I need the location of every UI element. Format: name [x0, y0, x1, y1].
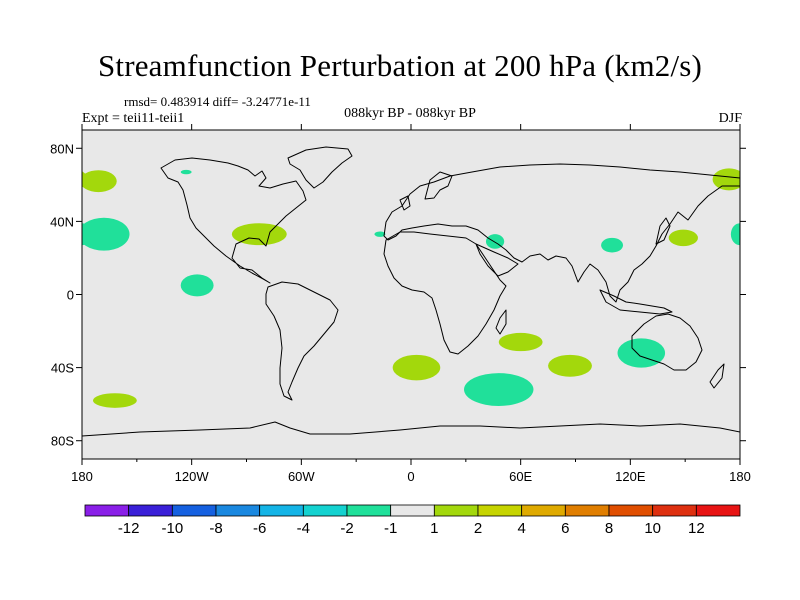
anomaly-patch — [0, 338, 7, 367]
anomaly-patch — [82, 171, 88, 188]
colorbar-swatch — [171, 504, 217, 517]
colorbar-label: 2 — [474, 520, 482, 537]
season-text: DJF — [718, 111, 742, 126]
anomaly-patch — [82, 217, 130, 251]
coast-south-america — [265, 281, 339, 401]
x-tick-label: 60W — [288, 469, 315, 484]
experiment-text: Expt = teii11-teii1 — [82, 111, 185, 126]
colorbar-label: -2 — [340, 520, 353, 537]
x-tick-label: 180 — [729, 469, 751, 484]
colorbar-label: 1 — [430, 520, 438, 537]
anomaly-patch — [617, 338, 666, 368]
colorbar-swatch — [390, 504, 435, 517]
anomaly-patch — [751, 393, 795, 408]
y-tick-label: 40N — [50, 214, 74, 229]
colorbar-label: -12 — [118, 520, 140, 537]
x-tick-label: 60E — [509, 469, 532, 484]
anomaly-patch — [180, 169, 192, 175]
colorbar-swatch — [259, 504, 304, 517]
coast-scandinavia — [424, 171, 453, 200]
anomaly-patch — [464, 373, 534, 406]
coast-british-isles — [399, 195, 411, 211]
anomaly-patch — [736, 225, 740, 243]
colorbar-swatch — [652, 504, 697, 517]
anomaly-patch — [498, 332, 543, 352]
coast-greenland — [287, 146, 353, 189]
coast-australia — [631, 313, 703, 371]
anomaly-patch — [180, 274, 214, 297]
coastlines — [82, 146, 740, 437]
anomaly-patch — [601, 237, 624, 253]
colorbar-swatch — [695, 504, 741, 517]
colorbar-swatch — [215, 504, 261, 517]
x-tick-label: 180 — [71, 469, 93, 484]
colorbar: -12 -10 -8 -6 -4 -2 -1 1 2 4 6 8 10 12 — [84, 504, 741, 537]
colorbar-label: -6 — [253, 520, 266, 537]
colorbar-swatch — [564, 504, 610, 517]
colorbar-swatch — [477, 504, 523, 517]
coast-arabia — [475, 243, 519, 277]
anomaly-patch — [738, 176, 740, 186]
coast-africa — [383, 231, 507, 355]
coast-eurasia — [383, 163, 740, 303]
colorbar-label: -8 — [209, 520, 222, 537]
y-tick-label: 80N — [50, 141, 74, 156]
stats-text: rmsd= 0.483914 diff= -3.24771e-11 — [124, 94, 311, 109]
coast-madagascar — [495, 309, 507, 335]
colorbar-label: -4 — [297, 520, 310, 537]
x-tick-label: 120W — [175, 469, 210, 484]
coast-japan — [655, 217, 671, 245]
y-tick-label: 40S — [51, 361, 74, 376]
y-tick-label: 80S — [51, 434, 74, 449]
colorbar-label: 12 — [688, 520, 705, 537]
colorbar-label: -10 — [161, 520, 183, 537]
colorbar-label: 8 — [605, 520, 613, 537]
colorbar-label: 4 — [517, 520, 525, 537]
anomaly-patch — [668, 229, 698, 247]
anomaly-patch — [374, 231, 386, 237]
colorbar-swatch — [128, 504, 173, 517]
anomaly-patch — [548, 354, 592, 377]
axes: 180 120W 60W 0 60E 120E 180 80N 40N 0 40S 80S — [50, 124, 751, 484]
anomaly-patch — [82, 223, 92, 246]
colorbar-label: -1 — [384, 520, 397, 537]
x-tick-label: 0 — [407, 469, 414, 484]
coast-north-america — [160, 157, 307, 284]
anomaly-patch — [92, 393, 137, 408]
coast-new-zealand — [709, 363, 725, 389]
period-text: 088kyr BP - 088kyr BP — [344, 106, 476, 121]
colorbar-label: 10 — [644, 520, 661, 537]
coast-antarctica — [82, 421, 740, 437]
anomaly-patch — [82, 170, 117, 193]
colorbar-swatch — [608, 504, 654, 517]
anomaly-patch — [712, 168, 740, 191]
colorbar-label: 6 — [561, 520, 569, 537]
x-tick-label: 120E — [615, 469, 646, 484]
colorbar-swatch — [84, 504, 130, 517]
chart-title: Streamfunction Perturbation at 200 hPa (… — [97, 48, 703, 83]
colorbar-swatch — [521, 504, 566, 517]
y-tick-label: 0 — [67, 288, 74, 303]
coast-indonesia — [599, 289, 673, 315]
colorbar-swatch — [302, 504, 348, 517]
anomaly-patch — [11, 230, 40, 246]
anomaly-patch — [392, 354, 441, 381]
colorbar-swatch — [433, 504, 479, 517]
anomaly-patch — [730, 223, 740, 246]
colorbar-swatch — [346, 504, 392, 517]
map-background — [82, 130, 740, 459]
